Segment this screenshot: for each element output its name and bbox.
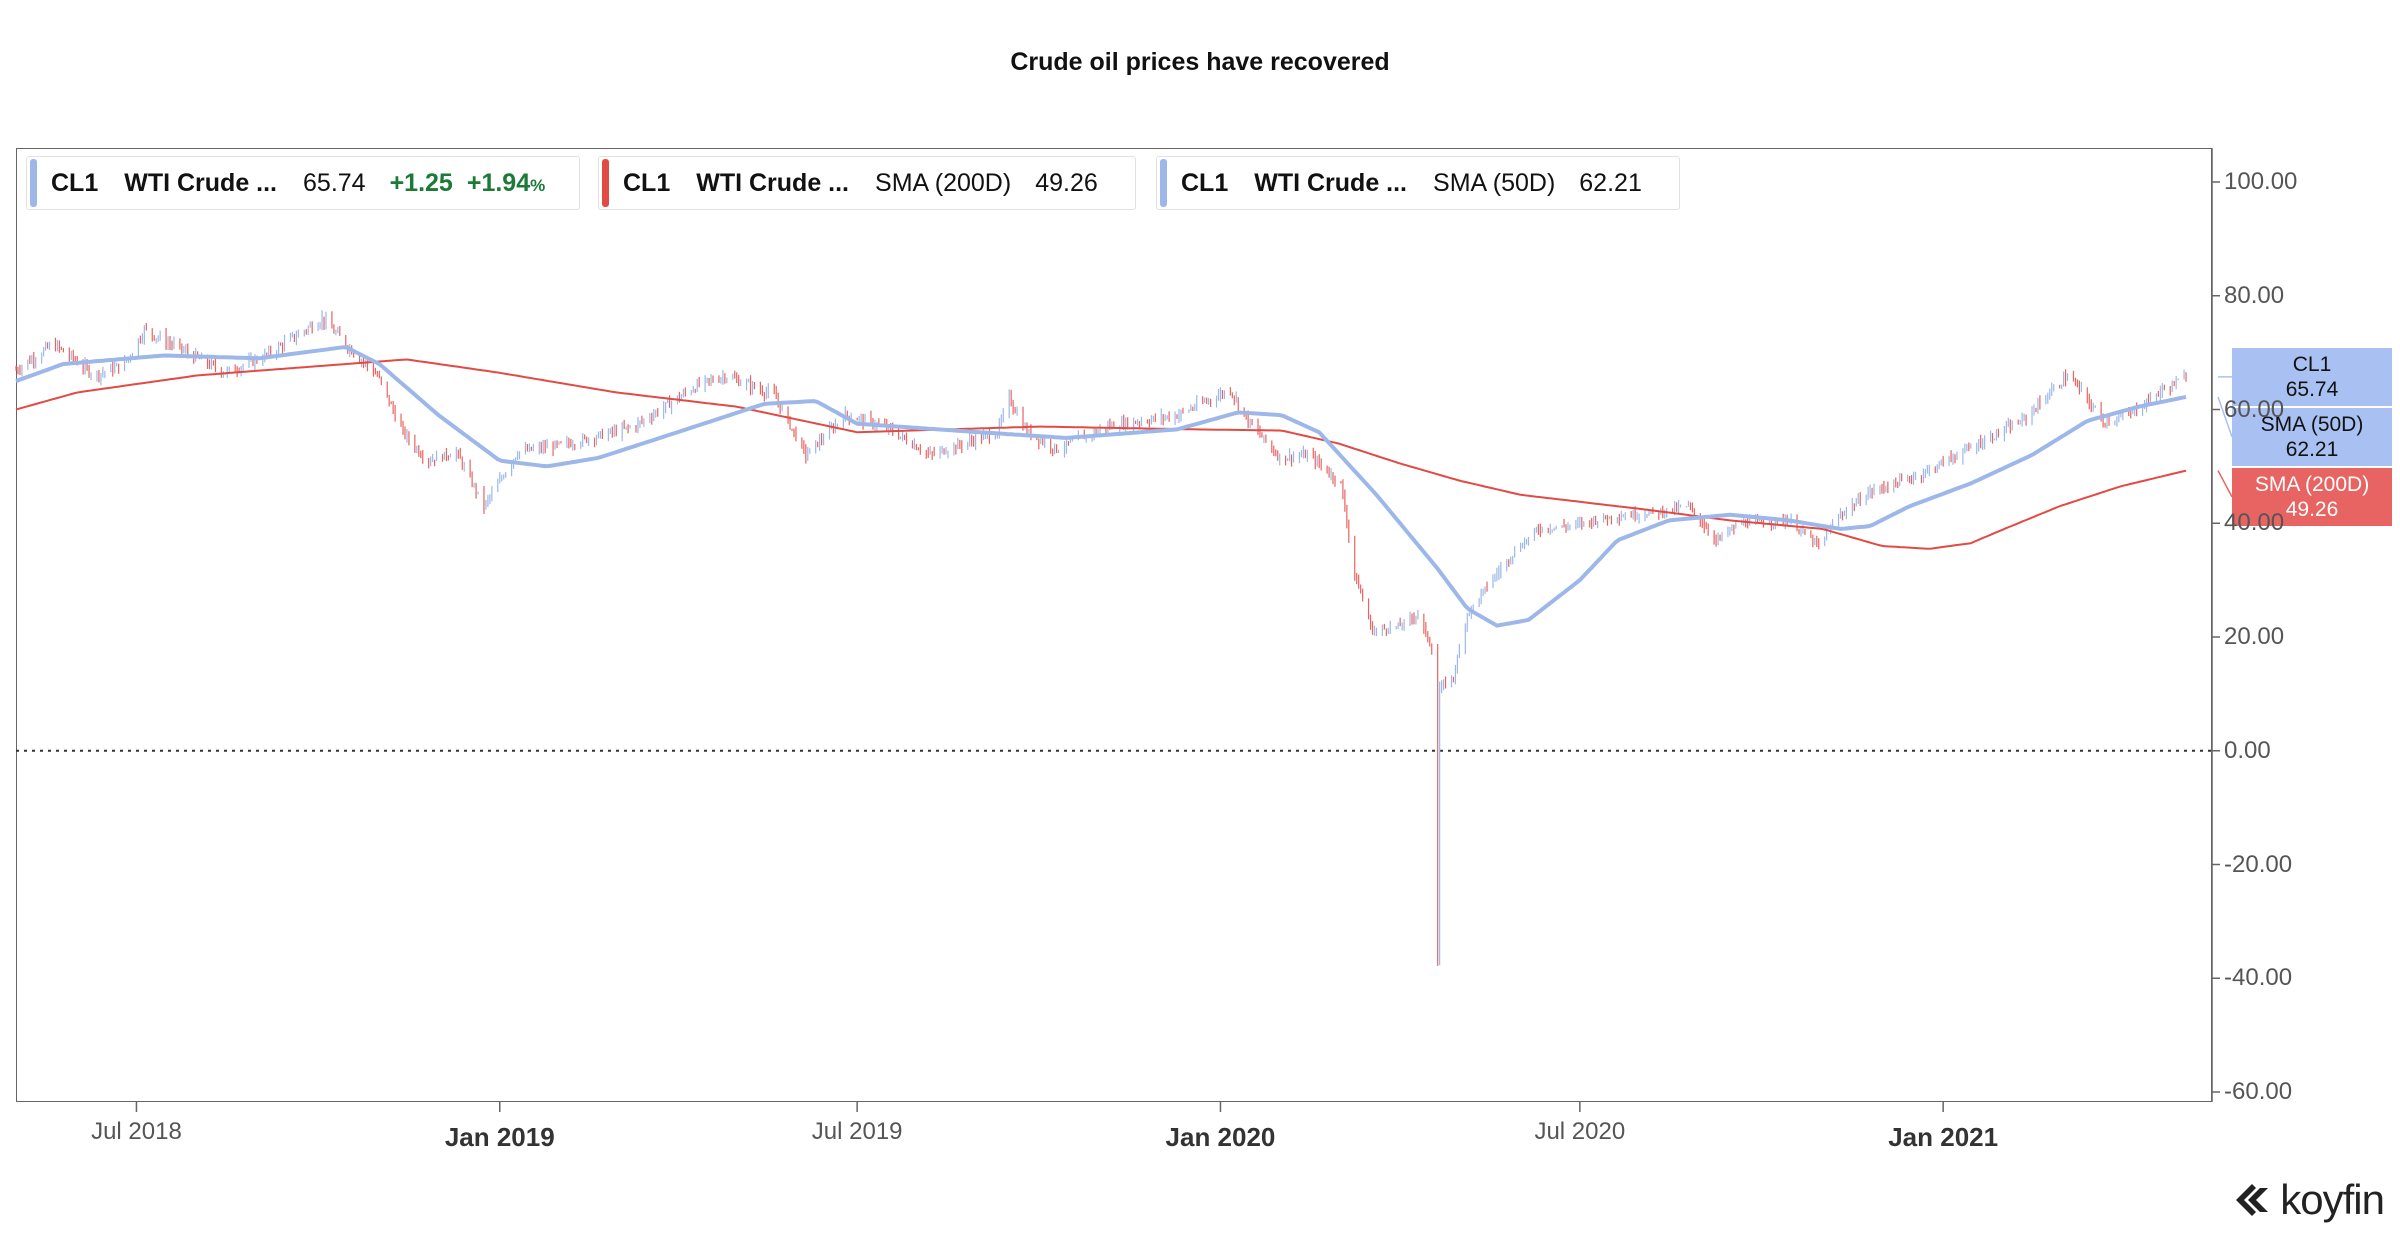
koyfin-logo-icon <box>2236 1184 2269 1216</box>
x-tick-label: Jul 2020 <box>1534 1118 1626 1145</box>
legend-symbol: CL1 <box>51 168 99 197</box>
legend-name: WTI Crude ... <box>124 168 278 197</box>
y-tick-label: 100.00 <box>2224 168 2298 195</box>
y-tick-label: -60.00 <box>2224 1078 2293 1105</box>
x-tick-label: Jan 2019 <box>444 1122 555 1152</box>
x-tick-label: Jul 2019 <box>811 1118 903 1145</box>
brand-name: koyfin <box>2280 1176 2385 1223</box>
price-tag-sma-50d: SMA (50D) 62.21 <box>2232 407 2392 466</box>
price-tag-connector <box>2217 470 2233 498</box>
y-tick-label: -20.00 <box>2224 850 2293 878</box>
x-tick-label: Jul 2018 <box>91 1118 182 1145</box>
legend-name: WTI Crude ... <box>696 168 850 197</box>
legend-symbol: CL1 <box>1181 168 1229 197</box>
legend-value: 62.21 <box>1579 168 1642 197</box>
price-tag-value: 62.21 <box>2285 437 2339 461</box>
price-tag-cl1: CL1 65.74 <box>2232 347 2392 406</box>
legend-color-swatch <box>602 159 609 207</box>
legend-indicator: SMA (200D) <box>875 168 1012 197</box>
price-tag-label: SMA (200D) <box>2254 472 2370 496</box>
legend-value: 49.26 <box>1035 168 1098 197</box>
price-tag-label: CL1 <box>2292 352 2332 376</box>
legend-indicator: SMA (50D) <box>1433 168 1556 197</box>
y-tick-label: 60.00 <box>2224 395 2285 423</box>
legend-sma-50d[interactable]: CL1 WTI Crude ... SMA (50D) 62.21 <box>1156 156 1680 210</box>
y-tick-label: 40.00 <box>2224 509 2285 537</box>
price-tag-connector <box>2217 396 2233 438</box>
x-tick-label: Jan 2020 <box>1165 1122 1276 1152</box>
legend-sma-200d[interactable]: CL1 WTI Crude ... SMA (200D) 49.26 <box>598 156 1136 210</box>
y-tick-label: 0.00 <box>2224 736 2271 764</box>
sma-200d-line <box>15 358 2187 550</box>
x-tick-label: Jan 2021 <box>1888 1122 1999 1152</box>
y-tick-label: 80.00 <box>2224 281 2285 309</box>
legend-name: WTI Crude ... <box>1254 168 1408 197</box>
price-tag-label: SMA (50D) <box>2260 412 2364 436</box>
y-tick-label: -40.00 <box>2224 964 2293 992</box>
legend-cl1[interactable]: CL1 WTI Crude ... 65.74 +1.25 +1.94% <box>26 156 580 210</box>
price-tag-value: 49.26 <box>2285 497 2339 521</box>
legend-value: 65.74 <box>303 168 366 197</box>
price-tag-value: 65.74 <box>2285 377 2339 401</box>
koyfin-logo: koyfin <box>2230 1176 2385 1224</box>
price-tag-sma-200d: SMA (200D) 49.26 <box>2232 467 2392 526</box>
chart-title: Crude oil prices have recovered <box>1010 48 1390 76</box>
legend-symbol: CL1 <box>623 168 671 197</box>
legend-percent: +1.94% <box>466 168 546 197</box>
y-tick-label: 20.00 <box>2224 623 2285 650</box>
legend-change: +1.25 <box>389 168 453 197</box>
sma-50d-line <box>15 345 2187 628</box>
legend-color-swatch <box>30 159 37 207</box>
legend-color-swatch <box>1160 159 1167 207</box>
